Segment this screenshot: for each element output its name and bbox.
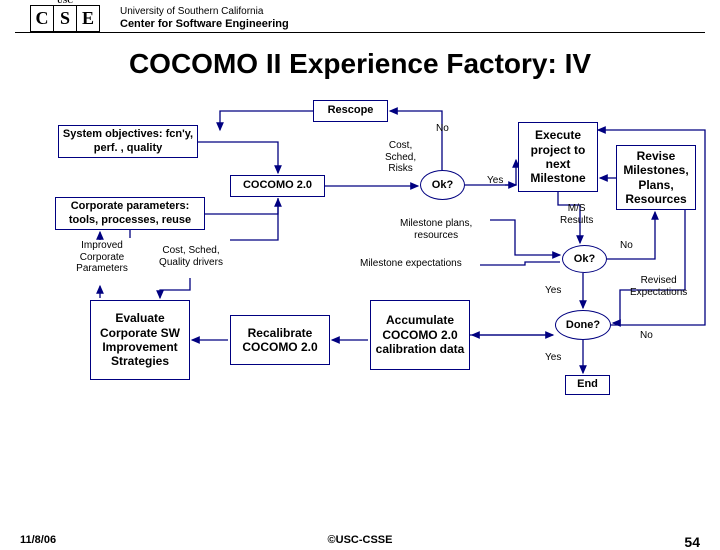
label-no3: No	[640, 330, 653, 342]
label-mileexp: Milestone expectations	[360, 258, 462, 270]
logo-c: C	[31, 6, 54, 31]
label-yes2: Yes	[545, 285, 561, 297]
footer-copyright: ©USC-CSSE	[328, 534, 393, 546]
node-drivers: Cost, Sched, Quality drivers	[152, 245, 230, 268]
node-done: Done?	[555, 310, 611, 340]
label-no2: No	[620, 240, 633, 252]
label-msresults: M/S Results	[560, 203, 593, 226]
logo-usc: USC	[55, 0, 75, 5]
header-text: University of Southern California Center…	[120, 6, 289, 31]
node-revise: Revise Milestones, Plans, Resources	[616, 145, 696, 210]
logo-e: E	[77, 6, 99, 31]
label-yes3: Yes	[545, 352, 561, 364]
node-execute: Execute project to next Milestone	[518, 122, 598, 192]
logo: USC C S E	[30, 5, 100, 32]
node-cocomo: COCOMO 2.0	[230, 175, 325, 197]
node-evaluate: Evaluate Corporate SW Improvement Strate…	[90, 300, 190, 380]
footer-page: 54	[684, 534, 700, 550]
label-no1: No	[436, 123, 449, 135]
logo-s: S	[54, 6, 77, 31]
node-ok2: Ok?	[562, 245, 607, 273]
node-end: End	[565, 375, 610, 395]
page-title: COCOMO II Experience Factory: IV	[0, 48, 720, 80]
node-ok1: Ok?	[420, 170, 465, 200]
node-sysobj: System objectives: fcn'y, perf. , qualit…	[58, 125, 198, 158]
label-yes1: Yes	[487, 175, 503, 187]
footer-date: 11/8/06	[20, 534, 56, 546]
university-name: University of Southern California	[120, 6, 289, 18]
flowchart: Rescope System objectives: fcn'y, perf. …	[0, 90, 720, 460]
node-improved: Improved Corporate Parameters	[68, 240, 136, 275]
node-rescope: Rescope	[313, 100, 388, 122]
label-mileplans: Milestone plans, resources	[400, 218, 472, 241]
header: USC C S E University of Southern Califor…	[15, 0, 705, 33]
node-accum: Accumulate COCOMO 2.0 calibration data	[370, 300, 470, 370]
center-name: Center for Software Engineering	[120, 18, 289, 31]
node-recalib: Recalibrate COCOMO 2.0	[230, 315, 330, 365]
label-cost: Cost, Sched, Risks	[385, 140, 416, 175]
node-corpparam: Corporate parameters: tools, processes, …	[55, 197, 205, 230]
label-revexp: Revised Expectations	[630, 275, 687, 298]
